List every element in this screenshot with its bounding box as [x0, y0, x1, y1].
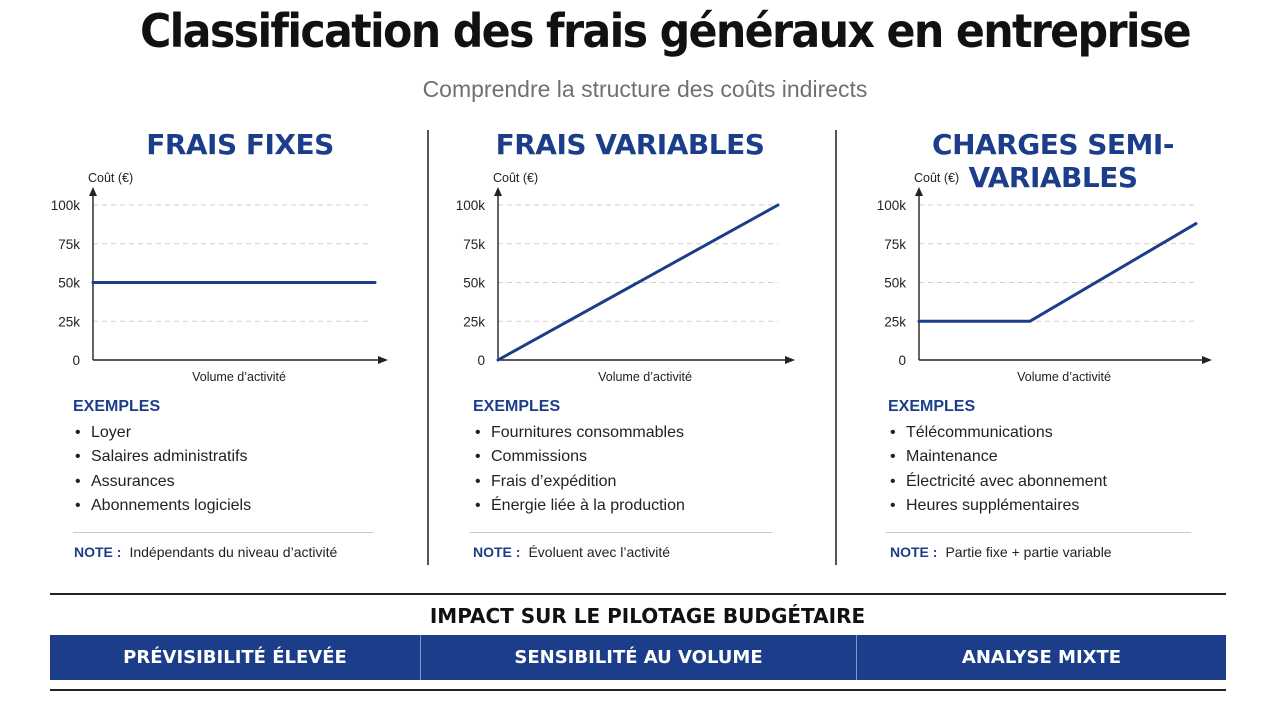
x-axis-arrow-icon — [785, 356, 795, 364]
impact-item-sensibilite: SENSIBILITÉ AU VOLUME — [421, 635, 857, 680]
note: NOTE : Évoluent avec l’activité — [473, 544, 670, 560]
y-axis-label: Coût (€) — [493, 171, 538, 185]
series-line — [917, 222, 1198, 323]
y-axis-arrow-icon — [915, 187, 923, 196]
divider — [886, 532, 1191, 533]
impact-title: IMPACT SUR LE PILOTAGE BUDGÉTAIRE — [429, 604, 866, 628]
list-item: Abonnements logiciels — [75, 494, 251, 518]
y-tick-label: 0 — [477, 353, 485, 368]
y-tick-label: 0 — [898, 353, 906, 368]
chart-frais-fixes: 0 25k 50k 75k 100k Coût (€) Volume d’activité — [51, 171, 388, 384]
column-separator — [835, 130, 837, 565]
note: NOTE : Partie fixe + partie variable — [890, 544, 1112, 560]
y-tick-label: 25k — [884, 314, 906, 329]
x-axis-label: Volume d’activité — [1017, 370, 1111, 384]
series-line — [496, 203, 780, 362]
chart-frais-variables: 0 25k 50k 75k 100k Coût (€) Volume d’activité — [456, 171, 795, 384]
y-axis-arrow-icon — [494, 187, 502, 196]
chart-charges-semi-variables: 0 25k 50k 75k 100k Coût (€) Volume d’activité — [877, 171, 1212, 384]
examples-list: Loyer Salaires administratifs Assurances… — [75, 421, 251, 518]
list-item: Maintenance — [890, 445, 1107, 469]
list-item: Télécommunications — [890, 421, 1107, 445]
examples-title: EXEMPLES — [888, 398, 976, 415]
x-axis-label: Volume d’activité — [192, 370, 286, 384]
column-heading: FRAIS VARIABLES — [495, 128, 765, 161]
examples-list: Télécommunications Maintenance Électrici… — [890, 421, 1107, 518]
examples-title: EXEMPLES — [473, 398, 561, 415]
y-tick-label: 75k — [463, 237, 485, 252]
section-divider — [50, 593, 1226, 595]
impact-item-previsibilite: PRÉVISIBILITÉ ÉLEVÉE — [50, 635, 421, 680]
x-axis-arrow-icon — [1202, 356, 1212, 364]
note-text: Évoluent avec l’activité — [528, 544, 671, 560]
page-subtitle: Comprendre la structure des coûts indire… — [422, 76, 868, 102]
y-axis-label: Coût (€) — [88, 171, 133, 185]
list-item: Énergie liée à la production — [475, 494, 685, 518]
y-tick-label: 50k — [58, 276, 80, 291]
y-axis-label: Coût (€) — [914, 171, 959, 185]
note-label: NOTE : — [890, 544, 938, 560]
list-item: Commissions — [475, 445, 685, 469]
y-tick-label: 75k — [884, 237, 906, 252]
note-label: NOTE : — [473, 544, 521, 560]
examples-list: Fournitures consommables Commissions Fra… — [475, 421, 685, 518]
list-item: Loyer — [75, 421, 251, 445]
list-item: Salaires administratifs — [75, 445, 251, 469]
list-item: Fournitures consommables — [475, 421, 685, 445]
column-heading: FRAIS FIXES — [146, 128, 334, 161]
y-tick-label: 50k — [463, 276, 485, 291]
y-axis-arrow-icon — [89, 187, 97, 196]
impact-item-analyse: ANALYSE MIXTE — [961, 647, 1122, 668]
y-tick-label: 100k — [51, 198, 81, 213]
section-divider — [50, 689, 1226, 691]
y-tick-label: 100k — [456, 198, 486, 213]
y-tick-label: 25k — [58, 314, 80, 329]
y-tick-label: 50k — [884, 276, 906, 291]
list-item: Frais d’expédition — [475, 470, 685, 494]
examples-title: EXEMPLES — [73, 398, 161, 415]
impact-bar: PRÉVISIBILITÉ ÉLEVÉE SENSIBILITÉ AU VOLU… — [50, 635, 1226, 680]
y-tick-label: 75k — [58, 237, 80, 252]
x-axis-label: Volume d’activité — [598, 370, 692, 384]
column-separator — [427, 130, 429, 565]
y-tick-label: 25k — [463, 314, 485, 329]
y-tick-label: 100k — [877, 198, 907, 213]
note-text: Indépendants du niveau d’activité — [129, 544, 338, 560]
note-text: Partie fixe + partie variable — [945, 544, 1112, 560]
list-item: Assurances — [75, 470, 251, 494]
note: NOTE : Indépendants du niveau d’activité — [74, 544, 337, 560]
divider — [73, 532, 373, 533]
list-item: Heures supplémentaires — [890, 494, 1107, 518]
x-axis-arrow-icon — [378, 356, 388, 364]
page-title: Classification des frais généraux en ent… — [139, 4, 1192, 58]
list-item: Électricité avec abonnement — [890, 470, 1107, 494]
y-tick-label: 0 — [72, 353, 80, 368]
divider — [470, 532, 772, 533]
column-heading: CHARGES SEMI-VARIABLES — [932, 128, 1174, 194]
note-label: NOTE : — [74, 544, 122, 560]
